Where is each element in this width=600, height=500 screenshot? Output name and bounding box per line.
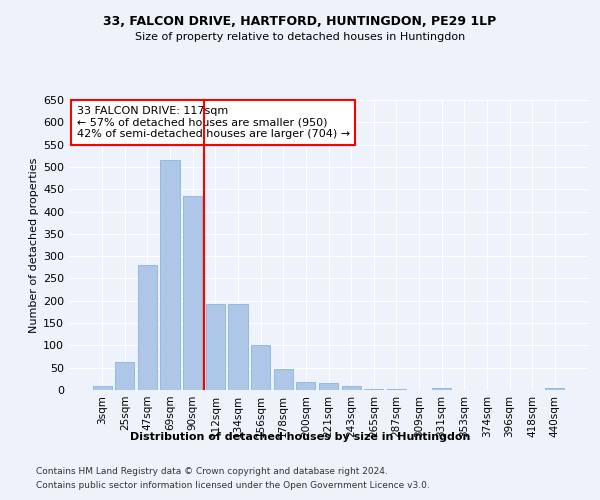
Bar: [432, 388, 451, 390]
Bar: [364, 388, 383, 390]
Y-axis label: Number of detached properties: Number of detached properties: [29, 158, 39, 332]
Bar: [229, 304, 248, 390]
Text: 33 FALCON DRIVE: 117sqm
← 57% of detached houses are smaller (950)
42% of semi-d: 33 FALCON DRIVE: 117sqm ← 57% of detache…: [77, 106, 350, 139]
Text: Size of property relative to detached houses in Huntingdon: Size of property relative to detached ho…: [135, 32, 465, 42]
Text: 33, FALCON DRIVE, HARTFORD, HUNTINGDON, PE29 1LP: 33, FALCON DRIVE, HARTFORD, HUNTINGDON, …: [103, 15, 497, 28]
Bar: [296, 382, 316, 390]
Bar: [319, 384, 338, 390]
Text: Distribution of detached houses by size in Huntingdon: Distribution of detached houses by size …: [130, 432, 470, 442]
Bar: [138, 265, 157, 390]
Bar: [545, 388, 565, 390]
Bar: [387, 388, 406, 390]
Bar: [183, 196, 202, 390]
Bar: [206, 304, 225, 390]
Text: Contains HM Land Registry data © Crown copyright and database right 2024.: Contains HM Land Registry data © Crown c…: [36, 468, 388, 476]
Bar: [274, 369, 293, 390]
Text: Contains public sector information licensed under the Open Government Licence v3: Contains public sector information licen…: [36, 481, 430, 490]
Bar: [341, 386, 361, 390]
Bar: [92, 386, 112, 390]
Bar: [160, 160, 180, 390]
Bar: [115, 362, 134, 390]
Bar: [251, 346, 270, 390]
